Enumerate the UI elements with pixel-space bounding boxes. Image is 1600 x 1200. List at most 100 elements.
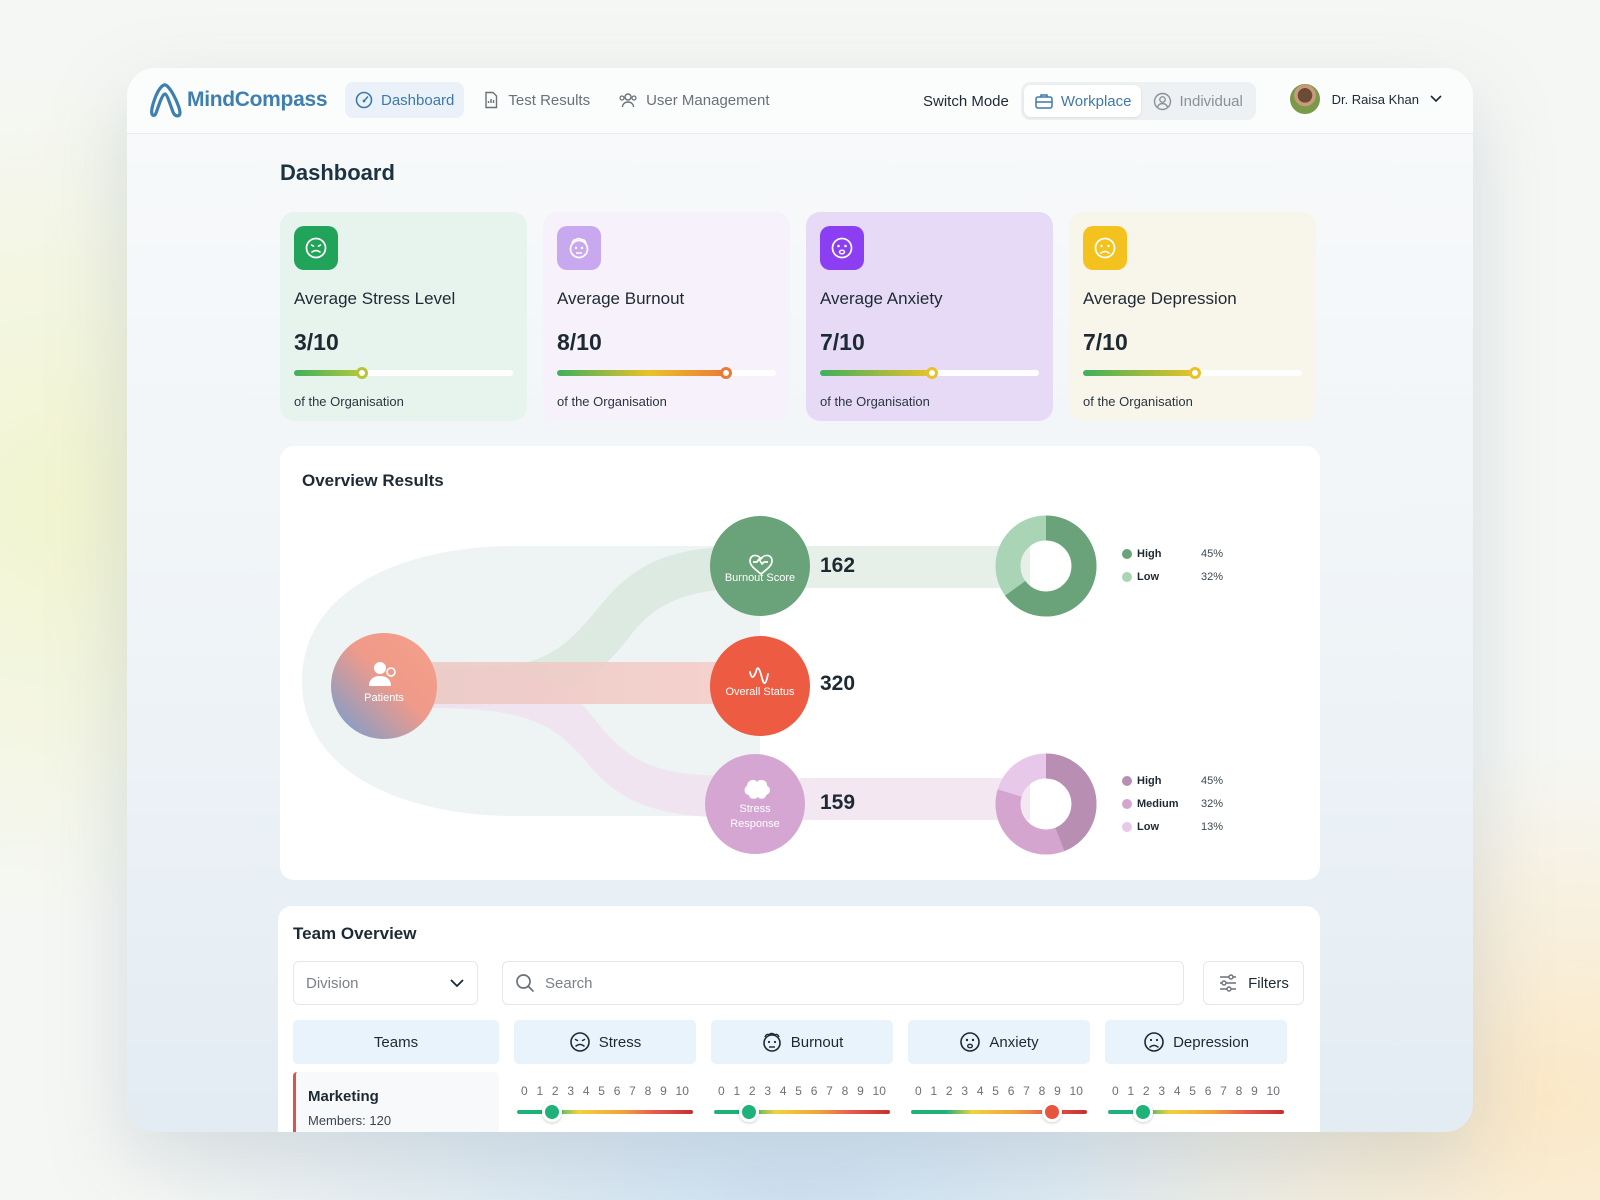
user-menu[interactable]: Dr. Raisa Khan	[1287, 82, 1443, 116]
page-title: Dashboard	[280, 160, 395, 185]
column-header-label: Anxiety	[989, 1033, 1039, 1051]
scale-number: 6	[613, 1084, 621, 1098]
stress-score-scale[interactable]: 0 1 2 3 4 5 6 7 8 9 10	[517, 1084, 693, 1122]
user-circle-icon	[1154, 92, 1172, 110]
legend-dot	[1122, 798, 1132, 809]
stress-response-node[interactable]	[705, 754, 805, 854]
scale-number: 9	[1251, 1084, 1258, 1098]
scale-number: 2	[551, 1084, 559, 1098]
scale-number: 10	[1266, 1084, 1280, 1098]
scale-knob[interactable]	[1041, 1102, 1062, 1122]
card-anxiety-bar	[820, 367, 1039, 379]
brain-icon	[744, 779, 770, 799]
stressed-face-icon	[305, 237, 327, 259]
division-select[interactable]: Division	[293, 961, 478, 1005]
team-overview-panel: Team Overview Division Search Filters Te…	[278, 906, 1320, 1132]
scale-number: 2	[748, 1084, 756, 1098]
scale-number: 0	[718, 1084, 725, 1098]
column-header-burnout[interactable]: Burnout	[711, 1020, 893, 1064]
column-header-anxiety[interactable]: Anxiety	[908, 1020, 1090, 1064]
burnout-score-node[interactable]	[710, 516, 810, 616]
legend-row: High 45%	[1122, 769, 1223, 792]
nav-dashboard[interactable]: Dashboard	[345, 82, 465, 118]
scale-number: 8	[841, 1084, 849, 1098]
scale-knob[interactable]	[542, 1102, 563, 1122]
scale-track	[517, 1102, 693, 1122]
overall-status-node[interactable]	[710, 636, 810, 736]
card-burnout-subtitle: of the Organisation	[557, 394, 667, 409]
anxious-face-icon	[960, 1032, 981, 1052]
nav-user-management[interactable]: User Management	[608, 82, 779, 118]
burnout-score-label: Burnout Score	[724, 572, 796, 584]
scale-number: 1	[1127, 1084, 1135, 1098]
card-stress-title: Average Stress Level	[294, 289, 456, 308]
division-select-value: Division	[306, 974, 359, 992]
logo[interactable]: MindCompass	[149, 82, 328, 118]
filters-button[interactable]: Filters	[1203, 961, 1304, 1005]
switch-mode-label: Switch Mode	[923, 92, 1009, 110]
card-burnout-value: 8/10	[557, 329, 602, 355]
search-input[interactable]: Search	[502, 961, 1184, 1005]
mode-individual-button[interactable]: Individual	[1143, 85, 1252, 117]
burnout-donut-chart	[995, 515, 1097, 617]
scale-number: 4	[976, 1084, 984, 1098]
scale-number: 9	[660, 1084, 667, 1098]
card-anxiety-value: 7/10	[820, 329, 865, 355]
legend-dot	[1122, 571, 1132, 582]
legend-name: Low	[1137, 570, 1159, 583]
depression-score-scale[interactable]: 0 1 2 3 4 5 6 7 8 9 10	[1108, 1084, 1284, 1122]
scale-number: 6	[1007, 1084, 1015, 1098]
nav-test-results[interactable]: Test Results	[472, 82, 600, 118]
scale-track	[1108, 1102, 1284, 1122]
legend-value: 32%	[1201, 570, 1224, 583]
table-row-team[interactable]: Marketing Members: 120	[293, 1072, 499, 1132]
scale-number: 5	[598, 1084, 605, 1098]
legend-value: 45%	[1201, 774, 1224, 787]
scale-knob[interactable]	[739, 1102, 760, 1122]
scale-number: 4	[1173, 1084, 1181, 1098]
overview-results-panel: Overview Results	[280, 446, 1320, 880]
anxiety-icon-box	[820, 226, 864, 270]
dashboard-gauge-icon	[355, 91, 373, 109]
mode-workplace-button[interactable]: Workplace	[1023, 85, 1142, 117]
pulse-wave-icon	[749, 667, 769, 684]
column-header-stress[interactable]: Stress	[514, 1020, 696, 1064]
flow-band-overall	[430, 662, 760, 704]
anxiety-score-scale[interactable]: 0 1 2 3 4 5 6 7 8 9 10	[911, 1084, 1087, 1122]
scale-number: 2	[1142, 1084, 1150, 1098]
mode-switch: Switch Mode Workplace Individual	[923, 82, 1256, 120]
legend-name: Medium	[1137, 797, 1179, 810]
scale-numbers: 0 1 2 3 4 5 6 7 8 9 10	[517, 1084, 693, 1098]
scale-number: 3	[567, 1084, 575, 1098]
app-window: MindCompass Dashboard Test Results User …	[127, 68, 1473, 1132]
scale-number: 1	[930, 1084, 938, 1098]
scale-number: 7	[826, 1084, 833, 1098]
chevron-down-icon	[1430, 95, 1442, 103]
card-depression-subtitle: of the Organisation	[1083, 394, 1193, 409]
scale-number: 5	[1189, 1084, 1196, 1098]
top-bar: MindCompass Dashboard Test Results User …	[127, 68, 1473, 134]
users-icon	[619, 93, 637, 108]
legend-name: High	[1137, 774, 1162, 787]
card-anxiety-bar-knob	[925, 367, 938, 379]
legend-row: Low 32%	[1122, 565, 1223, 588]
scale-numbers: 0 1 2 3 4 5 6 7 8 9 10	[1108, 1084, 1284, 1098]
column-header-depression[interactable]: Depression	[1105, 1020, 1287, 1064]
burnout-score-scale[interactable]: 0 1 2 3 4 5 6 7 8 9 10	[714, 1084, 890, 1122]
stressed-face-icon	[569, 1032, 590, 1052]
scale-knob[interactable]	[1133, 1102, 1154, 1122]
card-depression-bar-knob	[1188, 367, 1201, 379]
legend-name: High	[1137, 547, 1162, 560]
legend-row: Low 13%	[1122, 815, 1223, 838]
flow-band-burnout-right	[800, 546, 1030, 588]
sad-face-icon	[1094, 237, 1116, 259]
scale-numbers: 0 1 2 3 4 5 6 7 8 9 10	[714, 1084, 890, 1098]
column-header-label: Depression	[1173, 1033, 1249, 1051]
scale-number: 4	[779, 1084, 787, 1098]
column-header-teams[interactable]: Teams	[293, 1020, 499, 1064]
scale-number: 10	[675, 1084, 689, 1098]
search-icon	[516, 974, 534, 992]
team-name: Marketing	[308, 1088, 379, 1105]
stress-icon-box	[294, 226, 338, 270]
card-stress: Average Stress Level 3/10 of the Organis…	[280, 212, 527, 421]
